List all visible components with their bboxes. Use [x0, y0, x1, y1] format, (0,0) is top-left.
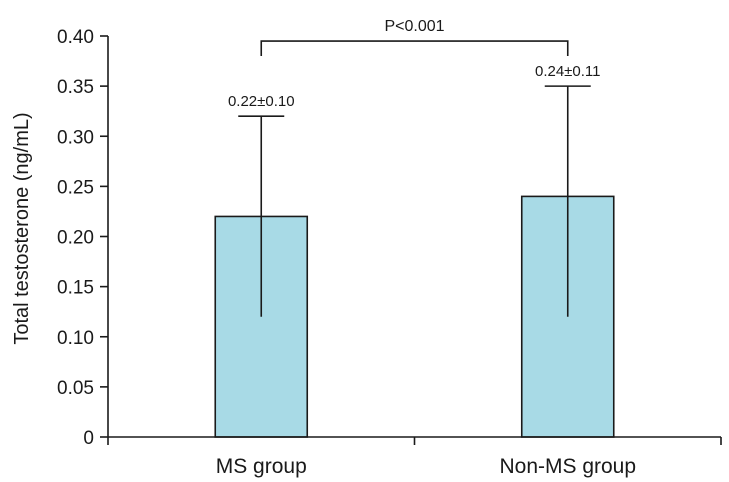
data-labels: 0.22±0.10 0.24±0.11	[228, 63, 601, 110]
y-tick-label: 0.05	[57, 378, 94, 399]
x-ticks: MS group Non-MS group	[107, 437, 722, 478]
data-label: 0.22±0.10	[228, 93, 295, 110]
y-tick-label: 0.30	[57, 127, 94, 148]
y-tick-label: 0.25	[57, 177, 94, 198]
error-bars	[238, 85, 591, 317]
y-tick-label: 0.40	[57, 27, 94, 48]
y-tick-label: 0.15	[57, 278, 94, 299]
y-tick-label: 0.20	[57, 228, 94, 249]
axes	[107, 36, 721, 438]
x-tick-label: Non-MS group	[499, 455, 636, 478]
significance-bracket: P<0.001	[260, 18, 569, 57]
y-tick-label: 0.35	[57, 77, 94, 98]
data-label: 0.24±0.11	[535, 63, 601, 80]
x-tick-label: MS group	[216, 455, 307, 478]
y-ticks: 0 0.05 0.10 0.15 0.20 0.25 0.30 0.35 0.40	[57, 27, 108, 449]
significance-bracket-line	[260, 40, 569, 57]
y-axis-label: Total testosterone (ng/mL)	[11, 112, 33, 344]
y-tick-label: 0.10	[57, 328, 94, 349]
significance-label: P<0.001	[384, 18, 444, 35]
y-tick-label: 0	[83, 428, 94, 449]
bars	[214, 195, 615, 438]
